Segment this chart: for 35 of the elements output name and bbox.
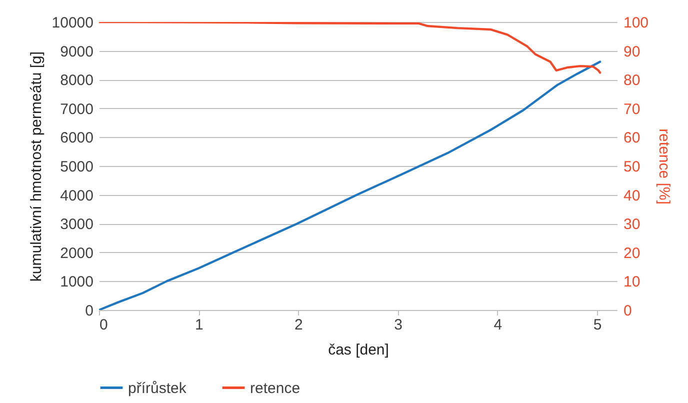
y2-tick-label: 30 [624,216,640,234]
y-tick-label: 7000 [60,100,94,118]
y2-tick-label: 40 [624,187,640,204]
y-tick-label: 6000 [60,130,94,147]
x-tick-label: 1 [194,316,204,334]
x-tick-label: 2 [294,316,303,334]
y-tick-label: 9000 [60,43,94,60]
y2-tick-label: 100 [624,14,649,32]
x-tick-label: 3 [394,316,403,334]
y2-tick-label: 50 [624,158,640,176]
y-tick-label: 10000 [52,14,94,32]
y2-axis-title: retence [%] [656,128,673,204]
y-tick-label: 3000 [60,216,94,234]
line-series [99,22,602,74]
y-tick-label: 2000 [60,244,94,262]
y2-tick-label: 70 [624,100,640,118]
legend-label: přírůstek [128,380,187,397]
y2-tick-label: 0 [624,302,632,320]
x-tick-label: 5 [593,316,602,334]
legend-label: retence [250,380,300,397]
line-series [99,60,602,310]
x-tick-label: 0 [100,316,108,334]
y2-tick-label: 80 [624,72,640,90]
x-axis-title: čas [den] [328,342,389,358]
y2-tick-label: 10 [624,274,640,291]
y2-tick-label: 60 [624,130,640,147]
y-tick-label: 0 [85,302,94,320]
y-axis-title: kumulativní hmotnost permeátu [g] [28,51,45,282]
x-tick-label: 4 [494,316,502,334]
y-tick-label: 5000 [60,158,94,176]
y-tick-label: 8000 [60,72,94,90]
y-tick-label: 4000 [60,187,94,204]
y2-tick-label: 20 [624,244,640,262]
y2-tick-label: 90 [624,43,640,60]
y-tick-label: 1000 [60,274,94,291]
